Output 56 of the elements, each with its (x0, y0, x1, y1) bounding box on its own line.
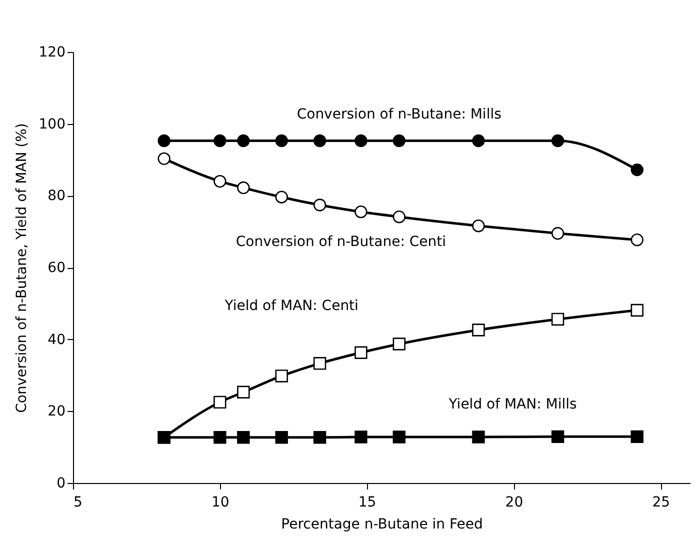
point (313, 198, 326, 212)
point (551, 312, 564, 326)
x-tick-label: 15 (358, 494, 376, 510)
point (472, 324, 485, 336)
text: Yield of MAN: Centi (224, 298, 358, 314)
point (354, 134, 368, 148)
point (275, 134, 288, 148)
point (472, 430, 485, 444)
point (237, 134, 250, 148)
point (551, 134, 564, 148)
point (313, 134, 326, 148)
y-tick-label: 120 (38, 44, 66, 60)
y-tick-label: 20 (48, 404, 66, 420)
point (275, 370, 288, 382)
x-tick-label: 5 (74, 494, 82, 510)
point (237, 386, 250, 398)
point (354, 346, 368, 359)
point (392, 430, 406, 444)
series-label: Conversion of n-Butane: Mills (296, 106, 502, 123)
point (551, 430, 564, 444)
point (354, 205, 368, 218)
point (472, 134, 485, 148)
point (630, 234, 644, 246)
y-tick-label: 80 (48, 188, 66, 204)
point (392, 338, 406, 350)
x-tick-label: 25 (652, 494, 670, 510)
series-label: Conversion of n-Butane: Centi (236, 234, 446, 250)
y-tick-label: 60 (48, 260, 66, 276)
point (630, 430, 644, 444)
point (313, 357, 326, 370)
series-label: Yield of MAN: Mills (448, 396, 577, 413)
point (158, 152, 170, 166)
point (237, 181, 250, 194)
x-axis-title: Percentage n-Butane in Feed (281, 516, 483, 532)
point (392, 134, 406, 148)
point (214, 134, 226, 148)
point (630, 163, 644, 176)
x-tick-label: 10 (211, 494, 230, 510)
y-tick-label: 40 (48, 332, 66, 348)
point (237, 431, 250, 444)
point (313, 431, 326, 444)
point (472, 219, 485, 232)
point (214, 174, 226, 188)
point (214, 431, 226, 444)
y-axis-title: Conversion of n-Butane, Yield of MAN (%) (14, 123, 30, 413)
y-tick-label: 0 (56, 476, 66, 492)
point (214, 396, 226, 409)
y-tick-label: 100 (38, 116, 66, 132)
x-tick-label: 20 (505, 494, 524, 510)
point (551, 227, 564, 240)
point (630, 304, 644, 317)
point (354, 430, 368, 444)
point (392, 210, 406, 224)
point (275, 431, 288, 444)
point (158, 134, 170, 148)
point (275, 190, 288, 204)
